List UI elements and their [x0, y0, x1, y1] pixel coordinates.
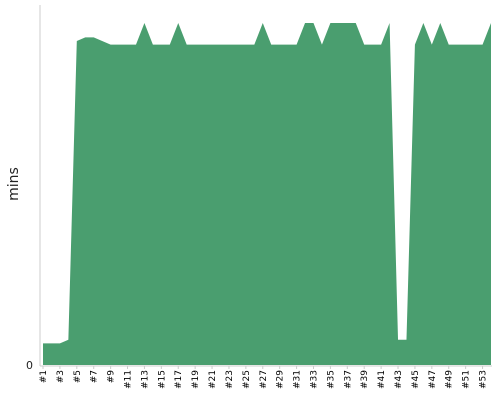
x-tick-label: #7: [90, 370, 100, 383]
x-tick-label: #51: [462, 370, 472, 389]
series-area: [43, 23, 491, 365]
x-tick-label: #53: [479, 370, 489, 389]
x-tick-label: #49: [445, 370, 455, 389]
plot-area: [43, 23, 491, 365]
x-tick-label: #19: [191, 370, 201, 389]
x-tick-label: #21: [208, 370, 218, 389]
x-tick-label: #43: [394, 370, 404, 389]
x-tick-label: #47: [428, 370, 438, 389]
x-tick-label: #31: [293, 370, 303, 389]
x-tick-label: #13: [140, 370, 150, 389]
x-tick-label: #15: [157, 370, 167, 389]
y-axis-label: mins: [6, 167, 22, 201]
x-tick-label: #25: [242, 370, 252, 389]
x-tick-label: #3: [56, 370, 66, 383]
y-tick-label: 0: [26, 359, 33, 372]
y-tick-labels: 0: [26, 359, 33, 372]
x-tick-label: #17: [174, 370, 184, 389]
x-tick-label: #9: [107, 370, 117, 384]
x-tick-label: #45: [411, 370, 421, 389]
x-tick-label: #35: [326, 370, 336, 389]
x-tick-label: #41: [377, 370, 387, 389]
x-tick-label: #23: [225, 370, 235, 389]
x-tick-label: #27: [259, 370, 269, 389]
x-tick-label: #5: [73, 370, 83, 383]
x-tick-label: #39: [360, 370, 370, 389]
x-tick-label: #11: [124, 370, 134, 389]
x-tick-label: #29: [276, 370, 286, 389]
x-tick-labels: #1 #3 #5 #7 #9 #11 #13 #15 #17 #19 #21 #23 #25 #27 #29…: [39, 366, 489, 389]
x-tick-label: #33: [309, 370, 319, 389]
x-tick-label: #1: [39, 370, 49, 383]
x-tick-label: #37: [343, 370, 353, 389]
